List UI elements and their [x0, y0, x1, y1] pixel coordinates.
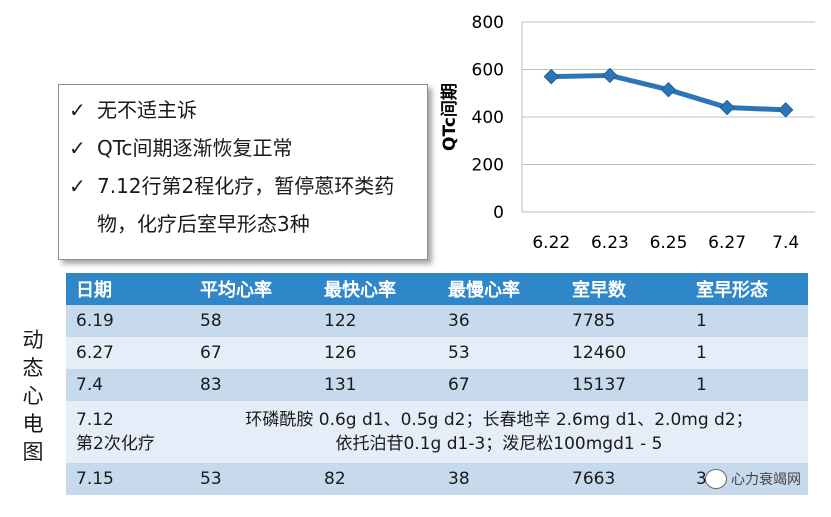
cell: 58	[190, 305, 314, 337]
cell: 126	[314, 337, 438, 369]
col-header-max-hr: 最快心率	[314, 273, 438, 305]
col-header-avg-hr: 平均心率	[190, 273, 314, 305]
cell: 3	[686, 463, 808, 495]
summary-box: ✓ 无不适主诉 ✓ QTc间期逐渐恢复正常 ✓ 7.12行第2程化疗，暂停蒽环类…	[58, 84, 428, 260]
side-label-char: 心	[22, 384, 44, 408]
qtc-line-chart: 0 200 400 600 800 6.22 6.23 6.25 6.27 7.4 QTc间期	[440, 0, 831, 262]
side-label-char: 图	[22, 440, 44, 464]
wechat-icon	[705, 469, 727, 489]
chemo-regimen-line1: 环磷酰胺 0.6g d1、0.5g d2；长春地辛 2.6mg d1、2.0mg…	[245, 410, 753, 430]
cell: 38	[438, 463, 562, 495]
cell: 6.27	[66, 337, 190, 369]
check-icon: ✓	[69, 174, 86, 198]
cell: 12460	[562, 337, 686, 369]
table-row: 7.4 83 131 67 15137 1	[66, 369, 808, 401]
y-tick-label: 600	[472, 61, 504, 81]
x-tick-label: 7.4	[772, 233, 799, 253]
cell-chemo-date: 7.12 第2次化疗	[66, 401, 190, 463]
side-label-holter: 动 态 心 电 图	[18, 326, 48, 466]
cell: 122	[314, 305, 438, 337]
cell: 83	[190, 369, 314, 401]
table-row: 7.15 53 82 38 7663 3	[66, 463, 808, 495]
note-item: ✓ 无不适主诉	[69, 91, 427, 129]
cell: 15137	[562, 369, 686, 401]
y-tick-label: 200	[472, 156, 504, 176]
watermark: 心力衰竭网	[705, 469, 801, 489]
note-item: ✓ 7.12行第2程化疗，暂停蒽环类药物，化疗后室早形态3种	[69, 167, 427, 243]
x-tick-label: 6.22	[532, 233, 570, 253]
note-text: 7.12行第2程化疗，暂停蒽环类药物，化疗后室早形态3种	[97, 174, 395, 236]
note-item: ✓ QTc间期逐渐恢复正常	[69, 129, 427, 167]
note-text: QTc间期逐渐恢复正常	[97, 136, 293, 160]
y-tick-label: 400	[472, 108, 504, 128]
data-point	[602, 67, 618, 84]
cell: 7.15	[66, 463, 190, 495]
watermark-text: 心力衰竭网	[731, 472, 801, 488]
side-label-char: 态	[22, 356, 44, 380]
data-point	[777, 102, 794, 118]
table-row: 6.27 67 126 53 12460 1	[66, 337, 808, 369]
cell: 53	[190, 463, 314, 495]
cell: 67	[438, 369, 562, 401]
col-header-min-hr: 最慢心率	[438, 273, 562, 305]
cell: 6.19	[66, 305, 190, 337]
cell: 7785	[562, 305, 686, 337]
cell: 82	[314, 463, 438, 495]
holter-table: 日期 平均心率 最快心率 最慢心率 室早数 室早形态 6.19 58 122 3…	[66, 273, 808, 495]
y-tick-label: 800	[472, 13, 504, 33]
table-row-chemo: 7.12 第2次化疗 环磷酰胺 0.6g d1、0.5g d2；长春地辛 2.6…	[66, 401, 808, 463]
table-header-row: 日期 平均心率 最快心率 最慢心率 室早数 室早形态	[66, 273, 808, 305]
table-row: 6.19 58 122 36 7785 1	[66, 305, 808, 337]
check-icon: ✓	[69, 98, 86, 122]
side-label-char: 动	[22, 328, 44, 352]
cell: 53	[438, 337, 562, 369]
x-tick-label: 6.25	[650, 233, 688, 253]
y-axis-title: QTc间期	[440, 83, 460, 151]
chart-svg: 0 200 400 600 800 6.22 6.23 6.25 6.27 7.4 QTc间期	[440, 13, 815, 253]
cell-chemo-regimen: 环磷酰胺 0.6g d1、0.5g d2；长春地辛 2.6mg d1、2.0mg…	[190, 401, 808, 463]
y-tick-label: 0	[493, 203, 504, 223]
data-point	[719, 99, 735, 116]
side-label-char: 电	[22, 412, 44, 436]
cell: 1	[686, 369, 808, 401]
x-tick-label: 6.23	[591, 233, 629, 253]
data-point	[543, 68, 560, 85]
col-header-date: 日期	[66, 273, 190, 305]
col-header-pvc-morph: 室早形态	[686, 273, 808, 305]
cell: 1	[686, 305, 808, 337]
check-icon: ✓	[69, 136, 86, 160]
note-text: 无不适主诉	[97, 98, 197, 122]
chemo-regimen-line2: 依托泊苷0.1g d1-3；泼尼松100mgd1 - 5	[335, 434, 663, 454]
chemo-label: 第2次化疗	[76, 434, 155, 454]
cell: 1	[686, 337, 808, 369]
cell: 7.4	[66, 369, 190, 401]
cell: 131	[314, 369, 438, 401]
cell: 7663	[562, 463, 686, 495]
data-point	[660, 81, 677, 98]
col-header-pvc-count: 室早数	[562, 273, 686, 305]
x-tick-label: 6.27	[708, 233, 746, 253]
chemo-date: 7.12	[76, 410, 114, 430]
cell: 36	[438, 305, 562, 337]
cell: 67	[190, 337, 314, 369]
